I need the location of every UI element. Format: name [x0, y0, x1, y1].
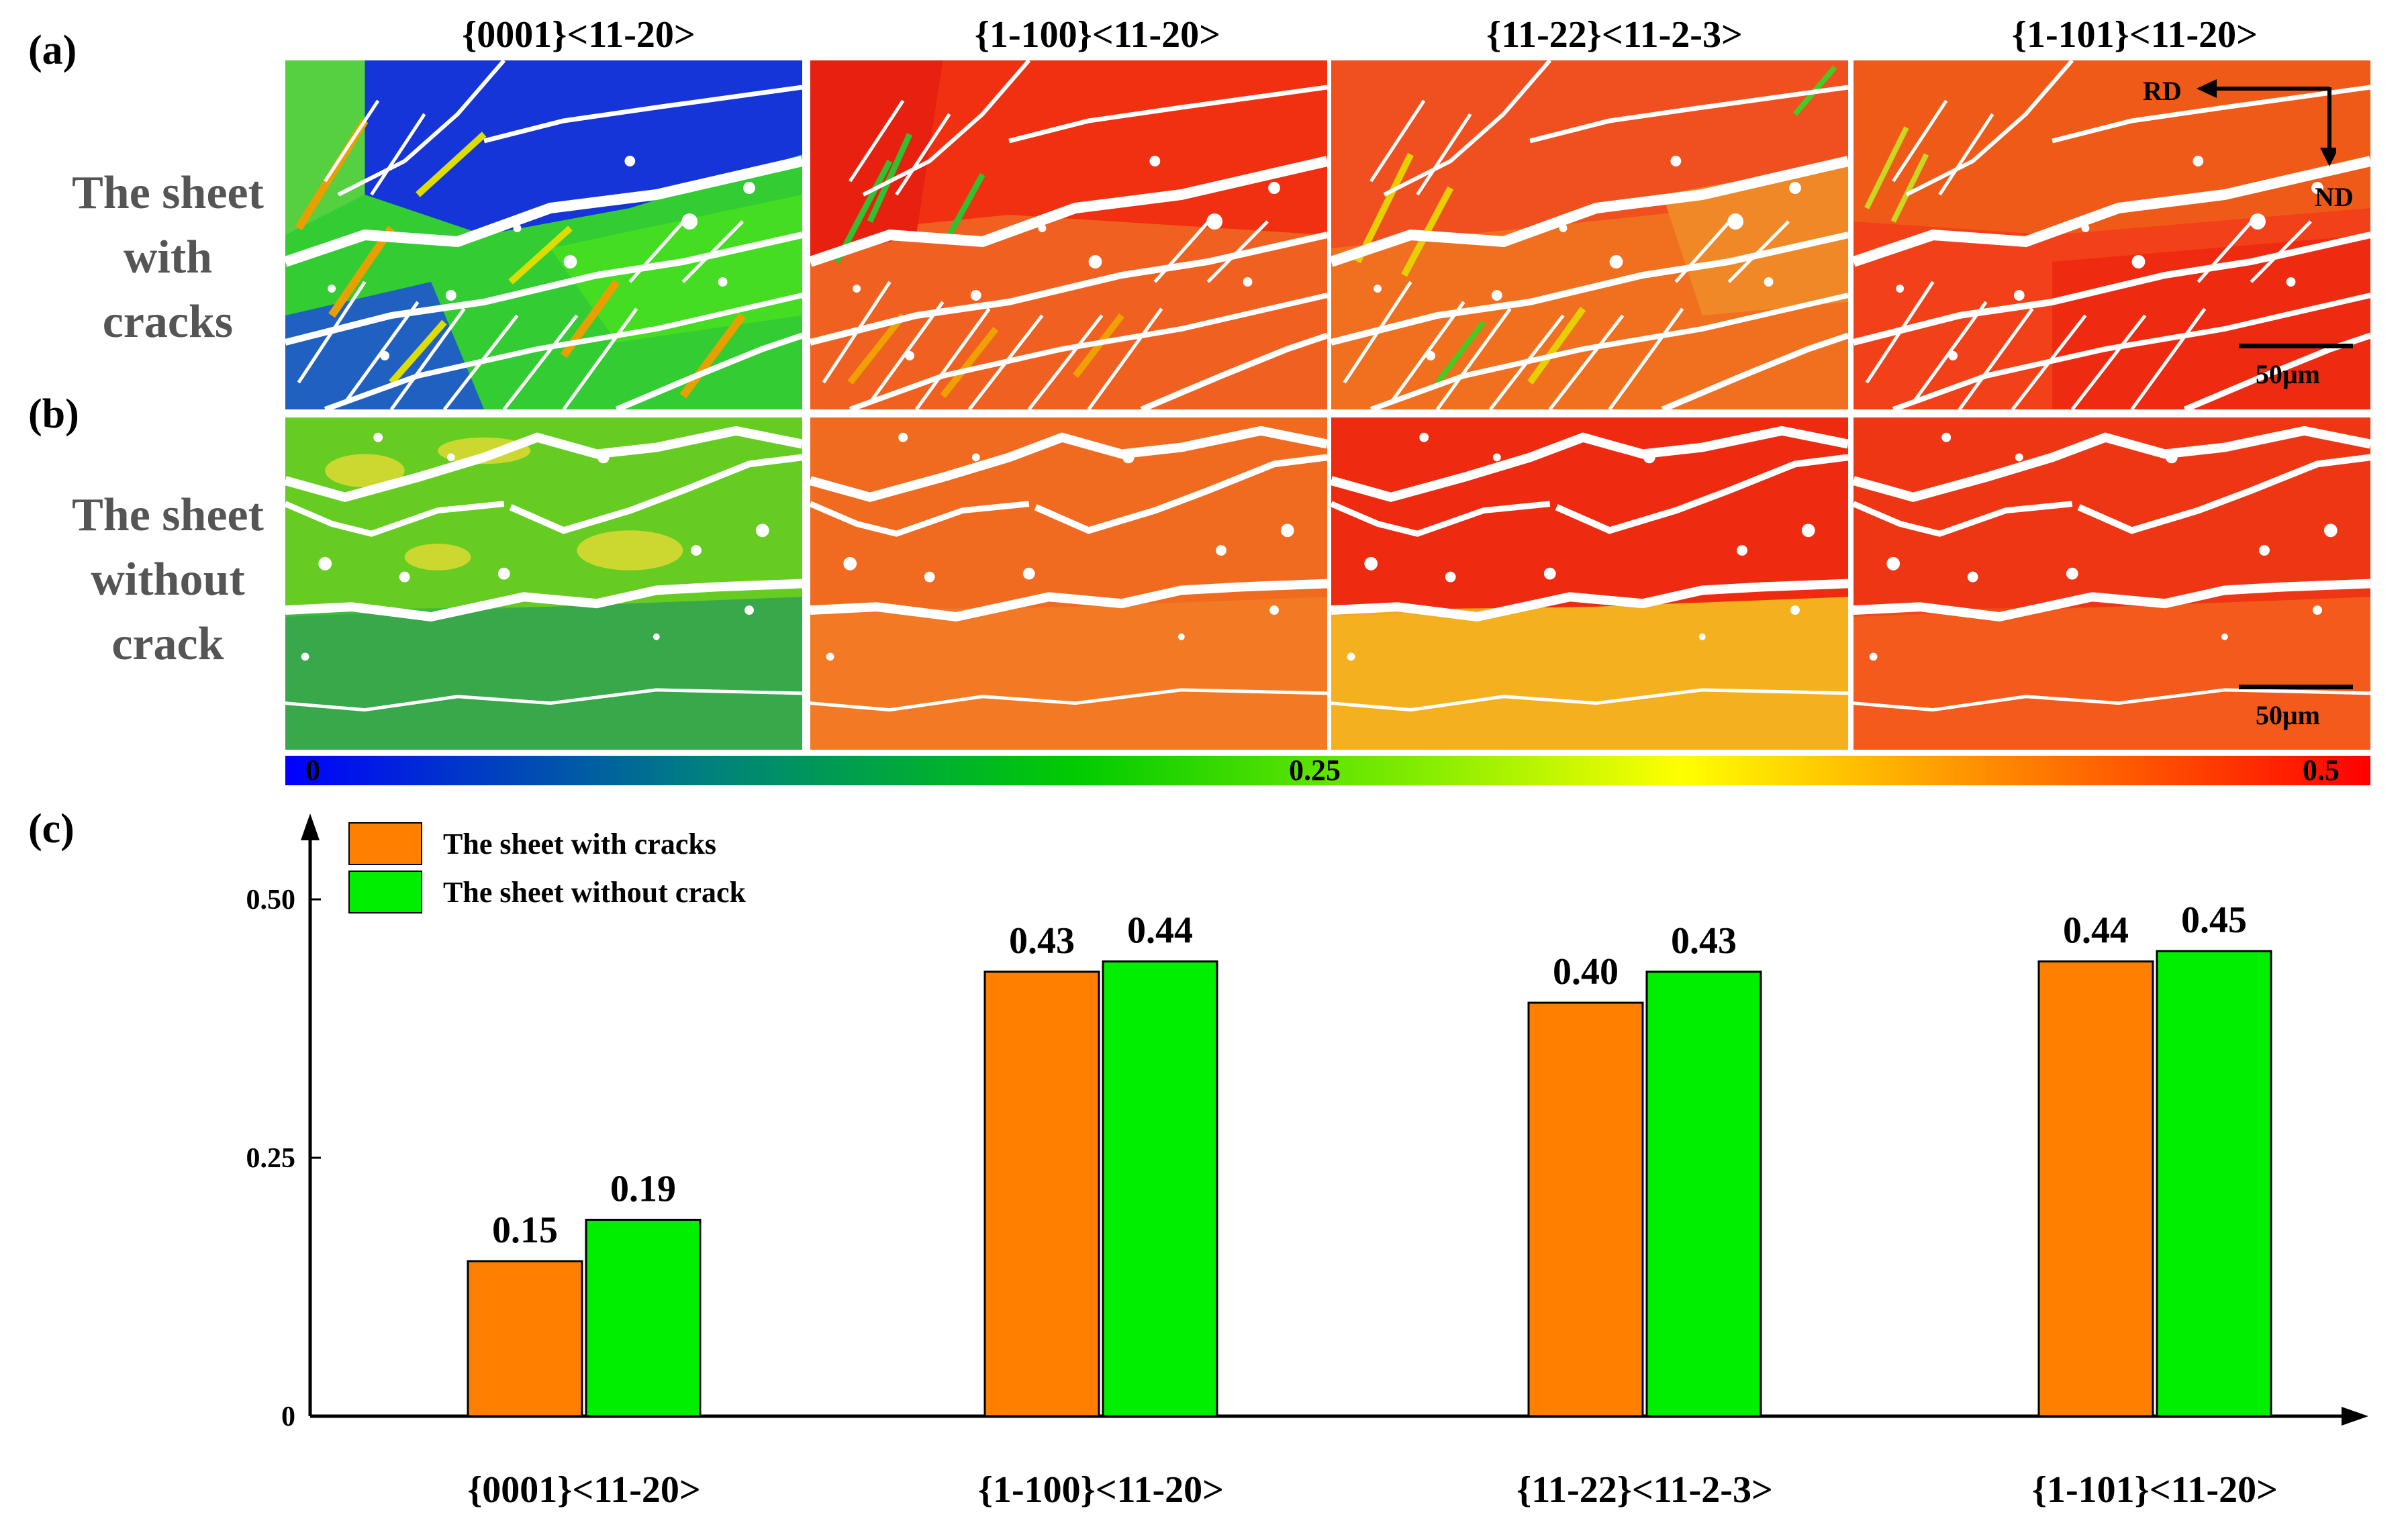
schmid-map-b-pyramidal-a [1853, 417, 2370, 750]
bar-value-label: 0.45 [2181, 899, 2247, 941]
bar-chart: 00.250.50 0.150.190.43 0.440.400.43 0.44 0.… [246, 813, 2368, 1511]
legend: The sheet with cracks The sheet without … [348, 822, 746, 913]
col-header-4: {1-101}<11-20> [2011, 14, 2258, 56]
colorbar-mid-label: 0.25 [1289, 754, 1341, 787]
row-label-with-cracks-line-2: with [123, 232, 213, 283]
panel-label-a: (a) [28, 28, 77, 73]
scale-bar-b-label: 50μm [2256, 700, 2320, 730]
bars: 0.15 0.19 0.43 0.44 0.40 0.43 0.44 0.45 [467, 899, 2272, 1418]
schmid-map-a-prismatic [810, 60, 1327, 409]
bar-value-label: 0.43 [1009, 920, 1075, 962]
y-tick-label: 0 [281, 1401, 295, 1432]
bar-with-cracks [467, 1260, 583, 1418]
legend-swatch-with-cracks [348, 822, 422, 865]
row-label-without-crack-line-2: without [91, 554, 245, 605]
scale-bar-a-line [2239, 344, 2353, 348]
row-label-without-crack: The sheet without crack [40, 483, 295, 677]
y-tick-label: 0.25 [246, 1143, 296, 1174]
colorbar-max-label: 0.5 [2303, 754, 2340, 787]
panel-label-c: (c) [28, 806, 75, 852]
orientation-indicator [2197, 79, 2336, 166]
bar-without-crack [1645, 971, 1762, 1418]
x-category-label: {1-100}<11-20> [978, 1469, 1224, 1511]
x-labels: {0001}<11-20> {1-100}<11-20> {11-22}<11-2-… [467, 1469, 2278, 1511]
y-tick-label: 0.50 [246, 885, 296, 915]
bar-value-label: 0.15 [492, 1209, 558, 1251]
scale-bar-b-line [2239, 685, 2353, 689]
legend-swatch-without-crack [348, 871, 422, 913]
schmid-map-b-prismatic [810, 417, 1327, 750]
bar-with-cracks [1527, 1001, 1644, 1418]
bar-without-crack [1102, 960, 1218, 1418]
schmid-map-b-basal [285, 417, 802, 750]
colorbar-gradient [285, 756, 2370, 785]
row-label-with-cracks: The sheet with cracks [40, 161, 295, 354]
panel-label-b: (b) [28, 391, 79, 437]
bar-value-label: 0.43 [1671, 920, 1737, 962]
col-header-3: {11-22}<11-2-3> [1486, 14, 1743, 56]
y-ticks: 0 0.25 0.50 [246, 885, 321, 1432]
nd-arrowhead [2320, 148, 2336, 166]
rd-arrowhead [2197, 79, 2217, 98]
row-label-without-crack-line-3: crack [111, 618, 224, 670]
schmid-map-a-pyramidal-ca [1331, 60, 1848, 409]
col-header-2: {1-100}<11-20> [974, 14, 1221, 56]
bar-without-crack [2156, 950, 2272, 1418]
bar-value-label: 0.44 [2063, 909, 2129, 951]
schmid-map-b-pyramidal-ca [1331, 417, 1848, 750]
col-header-1: {0001}<11-20> [462, 14, 695, 56]
bar-with-cracks [2037, 960, 2154, 1418]
bar-value-label: 0.44 [1127, 909, 1193, 951]
row-label-with-cracks-line-1: The sheet [72, 167, 264, 219]
bar-value-label: 0.40 [1553, 951, 1619, 993]
legend-label-with-cracks: The sheet with cracks [443, 828, 716, 860]
scale-bar-a-label: 50μm [2256, 359, 2320, 389]
x-category-label: {1-101}<11-20> [2032, 1469, 2278, 1511]
colorbar [285, 756, 2370, 785]
bar-without-crack [585, 1218, 702, 1418]
bar-value-label: 0.19 [610, 1168, 676, 1209]
x-category-label: {11-22}<11-2-3> [1516, 1469, 1773, 1511]
row-label-with-cracks-line-3: cracks [102, 296, 234, 348]
x-axis-arrow [2342, 1407, 2368, 1426]
y-axis-arrow [301, 813, 320, 840]
legend-label-without-crack: The sheet without crack [443, 876, 746, 909]
schmid-map-a-basal [285, 60, 802, 409]
bar-with-cracks [983, 971, 1100, 1418]
schmid-map-a-pyramidal-a [1853, 60, 2370, 409]
colorbar-min-label: 0 [305, 754, 320, 787]
nd-label: ND [2315, 182, 2354, 212]
rd-label: RD [2143, 76, 2182, 106]
x-category-label: {0001}<11-20> [467, 1469, 701, 1511]
row-label-without-crack-line-1: The sheet [72, 489, 264, 541]
